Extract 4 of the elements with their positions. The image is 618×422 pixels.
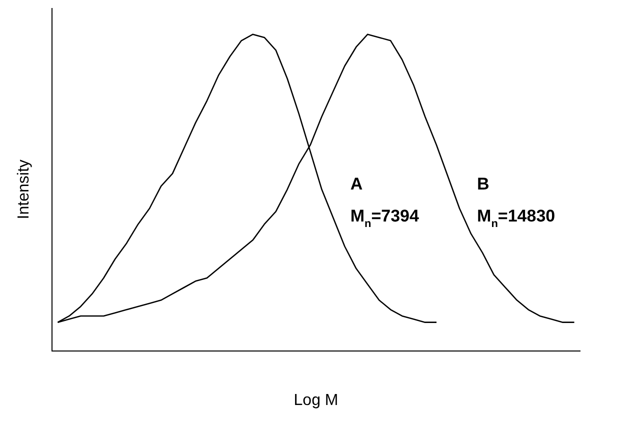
x-axis-title: Log M [294,392,338,409]
annotation: A [350,174,363,194]
annotation: B [477,174,490,194]
y-axis-title: Intensity [15,160,32,220]
